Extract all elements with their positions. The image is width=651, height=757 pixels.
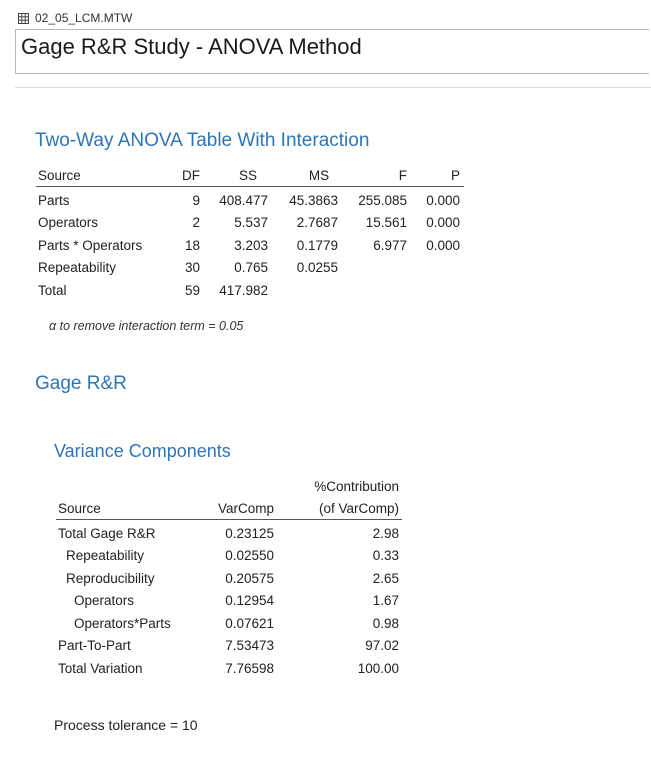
anova-cell: 59 <box>184 283 200 298</box>
anova-cell: 0.1779 <box>296 238 338 253</box>
anova-header-2: SS <box>238 168 257 183</box>
var-cell-varcomp: 7.76598 <box>225 661 274 676</box>
anova-header-0: Source <box>38 168 81 183</box>
var-cell-contribution: 97.02 <box>365 638 399 653</box>
var-cell-source: Operators <box>74 593 135 608</box>
anova-cell: 0.0255 <box>296 260 338 275</box>
var-cell-contribution: 1.67 <box>372 593 399 608</box>
var-cell-contribution: 2.98 <box>372 526 399 541</box>
title-divider <box>15 87 651 88</box>
anova-cell: 2.7687 <box>296 215 338 230</box>
var-cell-varcomp: 0.12954 <box>225 593 274 608</box>
anova-cell: 2 <box>192 215 200 230</box>
worksheet-tab[interactable]: 02_05_LCM.MTW <box>18 8 132 28</box>
anova-cell: 6.977 <box>373 238 407 253</box>
anova-heading: Two-Way ANOVA Table With Interaction <box>35 130 370 151</box>
var-cell-contribution: 0.33 <box>372 548 399 563</box>
process-tolerance: Process tolerance = 10 <box>54 717 198 733</box>
var-cell-source: Reproducibility <box>66 571 155 586</box>
var-cell-varcomp: 0.07621 <box>225 616 274 631</box>
anova-cell: 408.477 <box>219 193 268 208</box>
anova-cell: 45.3863 <box>289 193 338 208</box>
var-cell-source: Part-To-Part <box>58 638 131 653</box>
anova-cell: 0.000 <box>426 215 460 230</box>
variance-components-heading: Variance Components <box>54 441 231 461</box>
anova-cell: Parts <box>38 193 70 208</box>
anova-cell: 3.203 <box>234 238 268 253</box>
var-header-source: Source <box>58 501 101 516</box>
anova-cell: 5.537 <box>234 215 268 230</box>
anova-cell: 9 <box>192 193 200 208</box>
var-header-rule <box>56 519 402 520</box>
anova-cell: Operators <box>38 215 99 230</box>
anova-cell: 30 <box>184 260 200 275</box>
anova-header-4: F <box>398 168 407 183</box>
contrib-header-line2: (of VarComp) <box>318 501 399 516</box>
anova-header-3: MS <box>308 168 330 183</box>
anova-cell: 15.561 <box>365 215 407 230</box>
worksheet-tab-label: 02_05_LCM.MTW <box>35 11 133 25</box>
var-cell-varcomp: 0.20575 <box>225 571 274 586</box>
var-cell-source: Operators*Parts <box>74 616 171 631</box>
contrib-header-line1: %Contribution <box>314 479 399 494</box>
var-cell-varcomp: 0.23125 <box>225 526 274 541</box>
anova-header-rule <box>36 186 464 187</box>
var-cell-varcomp: 0.02550 <box>225 548 274 563</box>
anova-header-5: P <box>450 168 460 183</box>
interaction-note: α to remove interaction term = 0.05 <box>49 319 244 333</box>
var-cell-contribution: 100.00 <box>357 661 399 676</box>
var-cell-contribution: 2.65 <box>372 571 399 586</box>
anova-cell: 0.000 <box>426 238 460 253</box>
gage-rr-heading: Gage R&R <box>35 373 127 394</box>
anova-cell: 0.000 <box>426 193 460 208</box>
anova-cell: 417.982 <box>219 283 268 298</box>
anova-cell: 18 <box>184 238 200 253</box>
var-cell-source: Total Variation <box>58 661 143 676</box>
worksheet-grid-icon <box>18 12 29 24</box>
anova-cell: 0.765 <box>234 260 268 275</box>
anova-cell: Repeatability <box>38 260 117 275</box>
page-title: Gage R&R Study - ANOVA Method <box>15 29 649 74</box>
var-cell-source: Total Gage R&R <box>58 526 156 541</box>
anova-cell: Total <box>38 283 67 298</box>
anova-header-1: DF <box>182 168 200 183</box>
var-cell-source: Repeatability <box>66 548 145 563</box>
var-cell-varcomp: 7.53473 <box>225 638 274 653</box>
var-header-varcomp: VarComp <box>217 501 274 516</box>
anova-cell: 255.085 <box>358 193 407 208</box>
anova-cell: Parts * Operators <box>38 238 143 253</box>
var-cell-contribution: 0.98 <box>372 616 399 631</box>
